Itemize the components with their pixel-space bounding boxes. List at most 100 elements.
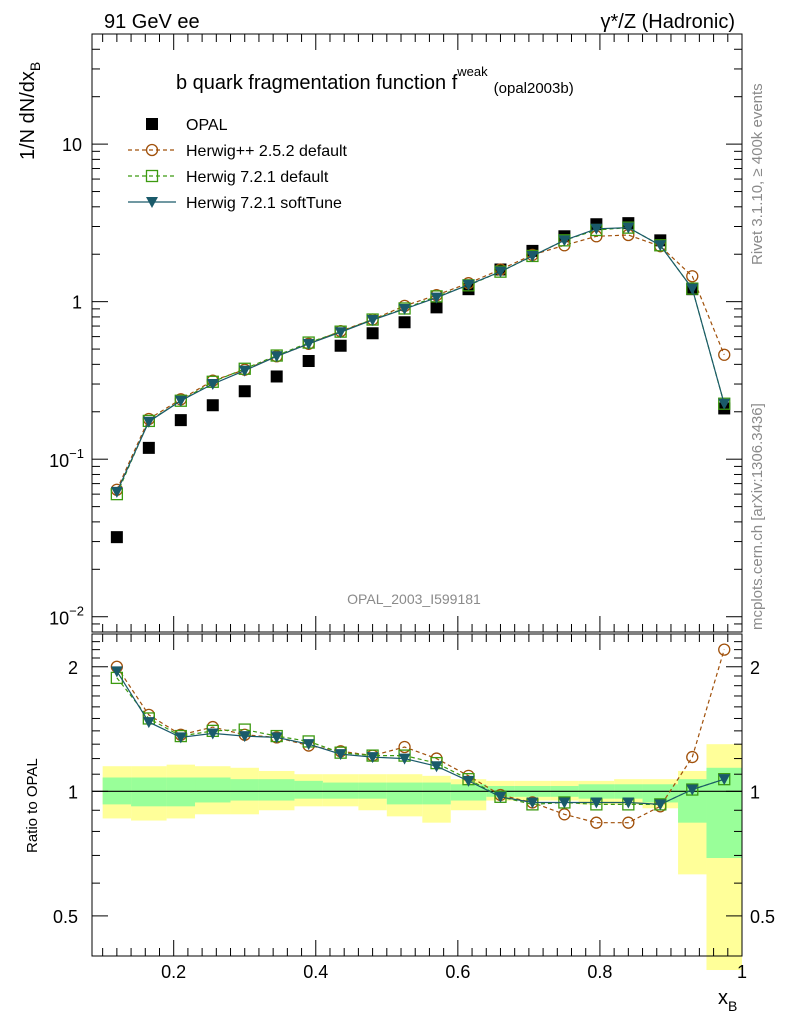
ratio-point-softtune-18: [686, 784, 699, 796]
main-ytick-label-exp: −1: [69, 446, 84, 461]
point-opal-3: [206, 399, 219, 412]
band-inner-bin: [450, 784, 487, 801]
main-title-text: b quark fragmentation function f: [176, 72, 458, 94]
ratio-frame: [91, 633, 743, 957]
point-opal-1: [142, 441, 155, 454]
main-ytick-label-exp: −2: [69, 604, 84, 619]
ratio-point-softtune-6: [302, 739, 315, 751]
ratio-ytick-label-left: 1: [68, 782, 78, 802]
point-herwigpp-18: [686, 270, 699, 283]
legend-herwigpp-label: Herwig++ 2.5.2 default: [186, 143, 348, 160]
main-ylabel: 1/N dN/dxB: [17, 62, 43, 160]
ratio-point-softtune-11: [462, 775, 475, 787]
ratio-point-softtune-8: [366, 752, 379, 764]
band-inner-bin: [258, 779, 295, 801]
legend-herwig721-label: Herwig 7.2.1 default: [186, 169, 329, 186]
band-inner-bin: [195, 777, 231, 803]
ratio-plot-content: [92, 643, 742, 971]
point-softtune-11: [462, 279, 475, 291]
point-herwigpp-19: [718, 348, 731, 361]
ratio-point-herwigpp-9: [398, 740, 411, 754]
main-ylabel-sub: B: [27, 62, 43, 71]
ratio-point-herwigpp-18: [686, 750, 699, 764]
header-left: 91 GeV ee: [104, 11, 200, 33]
ratio-point-softtune-12: [494, 791, 507, 803]
legend: OPAL Herwig++ 2.5.2 default Herwig 7.2.1…: [128, 117, 348, 212]
point-softtune-1: [142, 416, 155, 428]
series-opal: [110, 217, 731, 544]
ratio-series-softtune: [110, 666, 731, 811]
ratio-point-softtune-4: [238, 731, 251, 743]
ratio-point-softtune-3: [206, 728, 219, 740]
rivet-label: Rivet 3.1.10, ≥ 400k events: [749, 83, 766, 265]
x-axis-label-sub: B: [728, 998, 737, 1014]
main-ytick-label: 10−2: [49, 604, 84, 629]
ratio-point-herwigpp-14: [558, 808, 571, 821]
point-opal-4: [238, 385, 251, 398]
ratio-line-softtune: [116, 670, 725, 806]
point-softtune-14: [558, 235, 571, 247]
ratio-panel: 0.5 0.5 1 1 2 2 0.2 0.4 0.6 0.8 1 Ratio to OPAL x…: [24, 633, 775, 1014]
header-right: γ*/Z (Hadronic): [601, 11, 735, 33]
line-softtune: [116, 226, 725, 493]
point-softtune-2: [174, 395, 187, 407]
ratio-point-softtune-19: [718, 774, 731, 786]
series-herwigpp: [110, 228, 731, 496]
main-title: b quark fragmentation function fweak (opa…: [176, 64, 574, 97]
main-ytick-label-base: 10: [49, 451, 69, 471]
ratio-point-softtune-15: [590, 797, 603, 809]
band-inner-bin: [422, 782, 451, 805]
band-inner-bin: [386, 782, 423, 805]
point-softtune-8: [366, 314, 379, 326]
point-softtune-9: [398, 303, 411, 315]
main-ytick-label: 1: [72, 293, 82, 313]
main-plot-content: [110, 217, 731, 544]
point-softtune-15: [590, 223, 603, 235]
point-softtune-17: [654, 240, 667, 252]
ratio-point-softtune-16: [622, 797, 635, 809]
ratio-ytick-label-left: 0.5: [53, 907, 78, 927]
point-softtune-16: [622, 222, 635, 234]
series-herwig721: [110, 221, 731, 501]
legend-markers: [128, 118, 176, 208]
point-softtune-6: [302, 338, 315, 350]
ratio-point-softtune-17: [654, 799, 667, 811]
band-inner-bin: [642, 784, 679, 803]
main-ytick-label-base: 10: [49, 609, 69, 629]
main-title-sup: weak: [456, 64, 488, 79]
ratio-ytick-label-right: 0.5: [750, 907, 775, 927]
band-inner-bin: [358, 782, 387, 799]
ratio-x-ticks: 0.2 0.4 0.6 0.8 1: [102, 634, 747, 982]
series-softtune: [110, 222, 731, 498]
ratio-point-softtune-0: [110, 666, 123, 678]
x-axis-label-text: x: [718, 987, 728, 1009]
point-softtune-18: [686, 283, 699, 295]
ratio-point-softtune-9: [398, 753, 411, 765]
mcplots-label: mcplots.cern.ch [arXiv:1306.3436]: [749, 403, 766, 630]
ratio-point-softtune-2: [174, 732, 187, 744]
point-softtune-0: [110, 486, 123, 498]
band-inner-bin: [322, 782, 359, 799]
point-softtune-4: [238, 365, 251, 377]
legend-marker-herwig721: [145, 169, 159, 183]
point-opal-7: [334, 339, 347, 352]
ratio-ytick-label-right: 2: [750, 658, 760, 678]
line-herwigpp: [116, 234, 725, 490]
point-opal-8: [366, 327, 379, 340]
point-opal-9: [398, 316, 411, 329]
legend-marker-herwigpp: [145, 143, 159, 157]
point-softtune-12: [494, 266, 507, 278]
ratio-point-softtune-5: [270, 732, 283, 744]
ratio-xtick-label: 0.4: [303, 962, 328, 982]
ratio-line-herwig721: [116, 677, 725, 806]
line-herwig721: [116, 226, 725, 495]
point-softtune-10: [430, 292, 443, 304]
band-inner-bin: [230, 779, 259, 801]
point-softtune-13: [526, 250, 539, 262]
main-ytick-label: 10−1: [49, 446, 84, 471]
legend-opal-label: OPAL: [186, 117, 228, 134]
point-softtune-19: [718, 398, 731, 410]
point-softtune-7: [334, 327, 347, 339]
